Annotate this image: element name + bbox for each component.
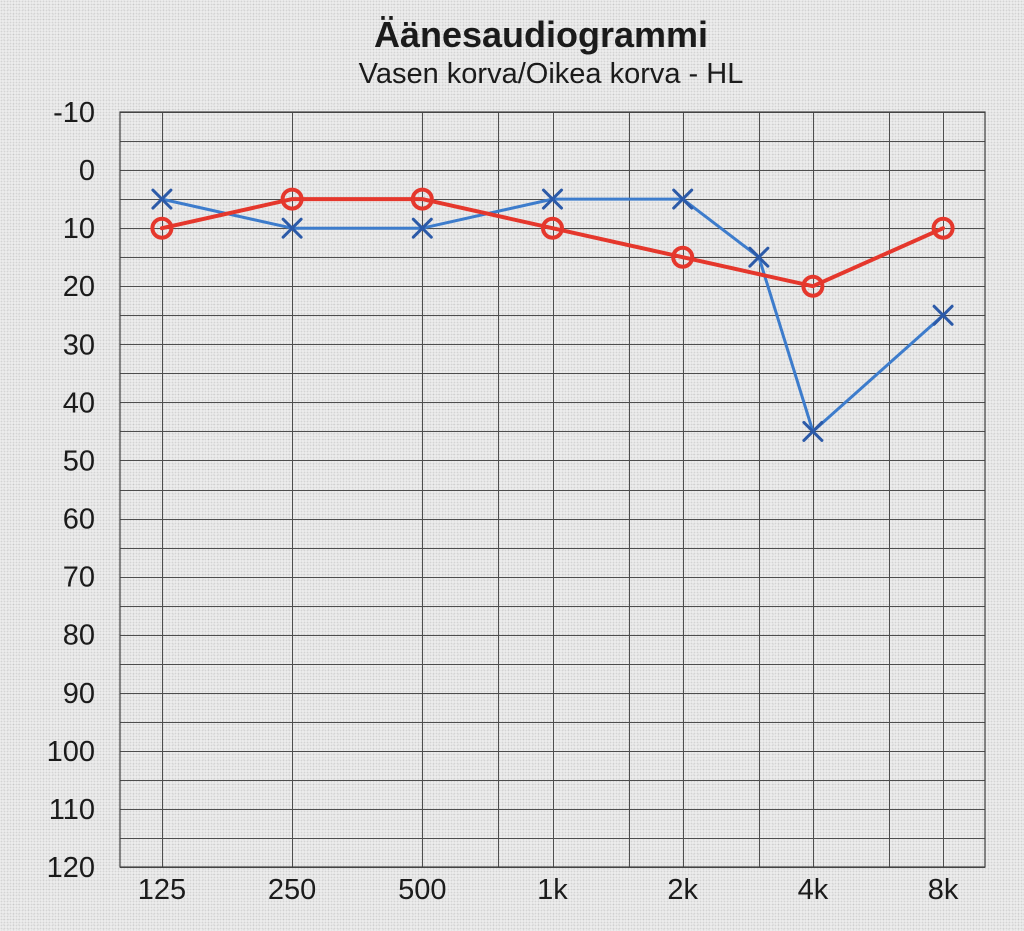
series-2-line (159, 197, 946, 289)
series-1-point (672, 188, 694, 210)
series-2-point (280, 187, 304, 211)
x-tick-label: 1k (537, 874, 568, 906)
series-2-point (931, 216, 955, 240)
series-1-point (932, 304, 954, 326)
y-tick-label: 20 (63, 271, 95, 303)
series-1-point (802, 420, 824, 442)
plot-grid (119, 111, 986, 868)
y-tick-label: 60 (63, 504, 95, 536)
x-axis-tick-labels: 125 250 500 1k 2k 4k 8k (138, 874, 959, 906)
x-tick-label: 500 (398, 874, 446, 906)
chart-title: Äänesaudiogrammi (374, 14, 708, 55)
series-2-point (671, 245, 695, 269)
y-tick-label: 100 (47, 736, 95, 768)
x-tick-label: 4k (798, 874, 829, 906)
y-tick-label: 80 (63, 620, 95, 652)
series-1-line (160, 197, 945, 433)
y-tick-label: 120 (47, 852, 95, 884)
series-1-point (151, 188, 173, 210)
plot-border (119, 111, 986, 868)
series-2-point (410, 187, 434, 211)
x-tick-label: 8k (928, 874, 959, 906)
y-tick-label: 40 (63, 387, 95, 419)
series-1-point (748, 246, 770, 268)
y-tick-label: 0 (79, 155, 95, 187)
series-1-point (542, 188, 563, 210)
x-tick-label: 2k (667, 874, 698, 906)
y-tick-label: 110 (49, 794, 95, 826)
series-2-point (801, 274, 825, 298)
chart-subtitle: Vasen korva/Oikea korva - HL (359, 58, 744, 90)
y-tick-label: 50 (63, 446, 95, 478)
series-2-point (150, 216, 174, 240)
series-1-point (411, 217, 433, 239)
series-layer (150, 187, 955, 442)
y-tick-label: -10 (53, 97, 95, 129)
y-tick-label: 90 (63, 678, 95, 710)
x-tick-label: 250 (268, 874, 316, 906)
y-axis-tick-labels: -10 0 10 20 30 40 50 60 70 80 90 100 110 120 (47, 97, 95, 884)
series-1-point (281, 217, 303, 239)
x-tick-label: 125 (138, 874, 186, 906)
y-tick-label: 70 (63, 562, 95, 594)
y-tick-label: 30 (63, 329, 95, 361)
y-tick-label: 10 (63, 213, 95, 245)
series-2-point (541, 216, 564, 240)
